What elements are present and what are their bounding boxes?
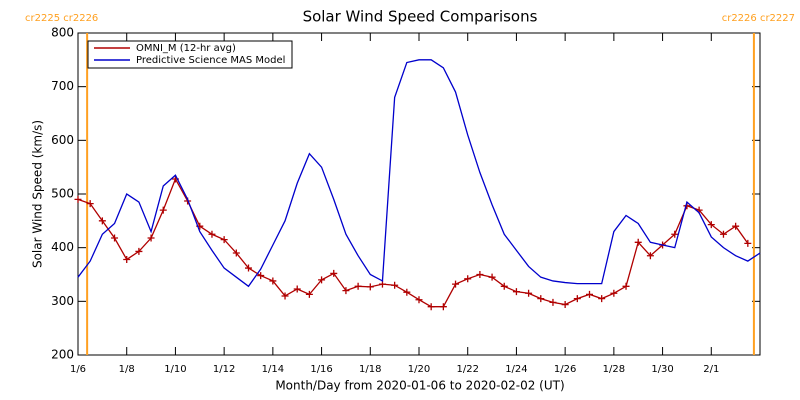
x-tick-label: 1/6 — [70, 364, 86, 375]
x-tick-label: 1/16 — [310, 364, 332, 375]
point-marker — [159, 206, 167, 214]
y-tick-label: 800 — [51, 26, 74, 40]
point-marker — [378, 280, 386, 288]
point-marker — [476, 271, 484, 278]
plot-frame — [77, 32, 761, 356]
point-marker — [74, 195, 82, 203]
point-marker — [135, 247, 143, 255]
point-marker — [732, 222, 740, 230]
point-marker — [671, 230, 679, 238]
point-marker — [573, 295, 581, 303]
point-marker — [257, 272, 265, 280]
point-marker — [366, 283, 374, 291]
series-line — [77, 177, 749, 308]
point-marker — [646, 252, 654, 260]
point-marker — [439, 303, 447, 311]
rotation-label: cr2226 cr2227 — [722, 13, 795, 24]
point-marker — [305, 290, 313, 298]
point-marker — [86, 200, 94, 208]
y-axis-label: Solar Wind Speed (km/s) — [31, 120, 45, 268]
legend-box — [87, 40, 293, 69]
x-tick-label: 1/20 — [408, 364, 430, 375]
point-marker — [561, 301, 569, 309]
chart-title: Solar Wind Speed Comparisons — [303, 8, 538, 26]
point-marker — [488, 273, 496, 281]
point-marker — [232, 249, 240, 257]
point-marker — [512, 288, 520, 296]
point-marker — [744, 239, 752, 247]
point-marker — [245, 264, 252, 272]
point-marker — [293, 285, 301, 293]
x-tick-label: 1/10 — [164, 364, 186, 375]
point-marker — [403, 288, 411, 296]
x-tick-label: 2/1 — [703, 364, 719, 375]
point-marker — [549, 298, 557, 306]
point-marker — [208, 230, 216, 238]
x-tick-label: 1/30 — [651, 364, 673, 375]
point-marker — [537, 295, 545, 303]
point-marker — [354, 282, 362, 290]
point-marker — [452, 280, 460, 288]
y-tick-label: 400 — [51, 240, 74, 254]
point-marker — [610, 289, 618, 297]
point-marker — [391, 281, 399, 289]
point-marker — [123, 255, 131, 263]
legend-label: OMNI_M (12-hr avg) — [136, 43, 236, 54]
point-marker — [98, 217, 106, 225]
point-marker — [634, 238, 642, 246]
point-marker — [318, 276, 326, 284]
x-tick-label: 1/28 — [603, 364, 625, 375]
x-tick-label: 1/26 — [554, 364, 576, 375]
point-marker — [622, 282, 630, 290]
point-marker — [342, 287, 350, 295]
x-tick-label: 1/22 — [456, 364, 478, 375]
y-tick-label: 300 — [51, 294, 74, 308]
point-marker — [500, 282, 508, 290]
point-marker — [281, 292, 289, 300]
point-marker — [707, 221, 715, 229]
y-tick-label: 200 — [51, 348, 74, 362]
series-line — [77, 59, 761, 288]
point-marker — [147, 234, 155, 242]
point-marker — [525, 289, 533, 297]
point-marker — [330, 269, 338, 277]
point-marker — [586, 290, 593, 298]
point-marker — [269, 277, 277, 285]
y-tick-label: 700 — [51, 79, 74, 93]
x-tick-label: 1/12 — [213, 364, 235, 375]
x-tick-label: 1/24 — [505, 364, 527, 375]
point-marker — [415, 296, 423, 304]
legend: OMNI_M (12-hr avg)Predictive Science MAS… — [87, 40, 293, 69]
x-tick-label: 1/8 — [119, 364, 135, 375]
legend-label: Predictive Science MAS Model — [136, 55, 285, 66]
y-tick-label: 600 — [51, 133, 74, 147]
point-marker — [719, 230, 727, 238]
x-tick-label: 1/14 — [262, 364, 284, 375]
rotation-label: cr2225 cr2226 — [25, 13, 98, 24]
x-axis-label: Month/Day from 2020-01-06 to 2020-02-02 … — [275, 379, 564, 393]
point-marker — [464, 275, 472, 283]
y-tick-label: 500 — [51, 187, 74, 201]
point-marker — [598, 295, 606, 303]
point-marker — [220, 236, 228, 244]
point-marker — [111, 234, 119, 242]
x-tick-label: 1/18 — [359, 364, 381, 375]
point-marker — [427, 303, 435, 311]
